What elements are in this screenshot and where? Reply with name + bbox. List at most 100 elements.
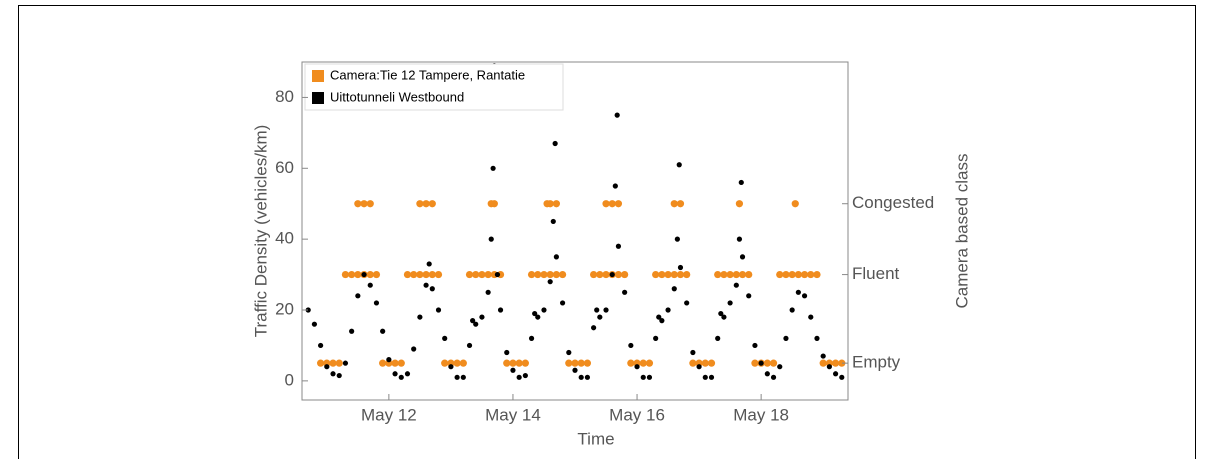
y2-axis-label: Camera based class	[952, 154, 971, 309]
point	[652, 270, 660, 279]
point	[459, 359, 467, 367]
point	[653, 335, 659, 341]
point	[380, 328, 386, 334]
point	[807, 270, 815, 279]
point	[305, 307, 311, 313]
point	[702, 374, 708, 380]
point	[602, 200, 610, 208]
point	[465, 270, 474, 279]
point	[552, 270, 560, 279]
point	[658, 270, 666, 279]
point	[503, 359, 511, 367]
point	[366, 270, 374, 279]
point	[715, 335, 721, 341]
point	[403, 270, 412, 279]
point	[839, 374, 845, 380]
point	[361, 271, 367, 278]
legend-label: Camera:Tie 12 Tampere, Rantatie	[330, 67, 525, 82]
point	[603, 307, 609, 313]
point	[466, 342, 473, 349]
point	[410, 270, 418, 279]
point	[504, 349, 510, 356]
point	[472, 270, 480, 279]
point	[515, 359, 523, 367]
point	[479, 314, 485, 320]
point	[324, 364, 330, 370]
point	[676, 270, 685, 279]
point	[746, 293, 752, 299]
point	[470, 318, 476, 324]
point	[398, 374, 404, 380]
point	[386, 357, 392, 363]
point	[718, 310, 724, 317]
point	[795, 289, 801, 295]
legend-label: Uittotunneli Westbound	[330, 89, 464, 104]
point	[677, 264, 684, 271]
point	[490, 200, 498, 208]
point	[330, 371, 336, 377]
point	[490, 165, 496, 171]
point	[522, 372, 528, 379]
point	[674, 236, 680, 242]
point	[404, 371, 411, 377]
point	[777, 364, 783, 370]
point	[367, 282, 373, 288]
point	[373, 300, 380, 306]
y2-tick-label: Fluent	[852, 264, 900, 283]
point	[584, 374, 591, 380]
point	[366, 200, 374, 208]
point	[348, 270, 356, 279]
point	[770, 374, 777, 380]
points	[305, 62, 846, 380]
point	[763, 359, 771, 367]
point	[814, 335, 820, 341]
point	[335, 359, 343, 367]
point	[546, 200, 554, 208]
point	[488, 236, 494, 242]
point	[528, 335, 535, 341]
point	[428, 270, 436, 279]
point	[485, 289, 491, 295]
point	[354, 200, 362, 208]
point	[354, 270, 362, 279]
point	[453, 359, 461, 367]
point	[411, 346, 417, 352]
point	[391, 359, 399, 367]
point	[435, 307, 442, 313]
point	[516, 374, 522, 380]
point	[640, 374, 646, 380]
point	[578, 374, 584, 380]
point	[639, 359, 647, 367]
point	[422, 270, 430, 279]
point	[434, 270, 443, 279]
point	[832, 371, 839, 377]
point	[738, 270, 747, 279]
point	[826, 364, 832, 370]
point	[540, 270, 548, 279]
point	[349, 328, 355, 334]
point	[769, 359, 778, 367]
point	[484, 270, 492, 279]
point	[800, 270, 809, 279]
point	[671, 286, 677, 292]
point	[532, 310, 538, 317]
plot-frame	[301, 61, 849, 401]
y2-tick-label: Congested	[852, 193, 934, 212]
point	[510, 367, 516, 373]
point	[665, 307, 671, 313]
point	[721, 314, 727, 320]
point	[341, 270, 350, 279]
point	[676, 162, 682, 168]
point	[656, 314, 662, 320]
point	[397, 359, 405, 367]
point	[521, 359, 529, 367]
point	[745, 270, 753, 279]
point	[676, 200, 685, 208]
point	[577, 359, 585, 367]
point	[622, 289, 628, 295]
point	[726, 270, 734, 279]
point	[392, 371, 398, 377]
point	[428, 200, 436, 208]
point	[789, 307, 795, 313]
point	[590, 270, 598, 279]
